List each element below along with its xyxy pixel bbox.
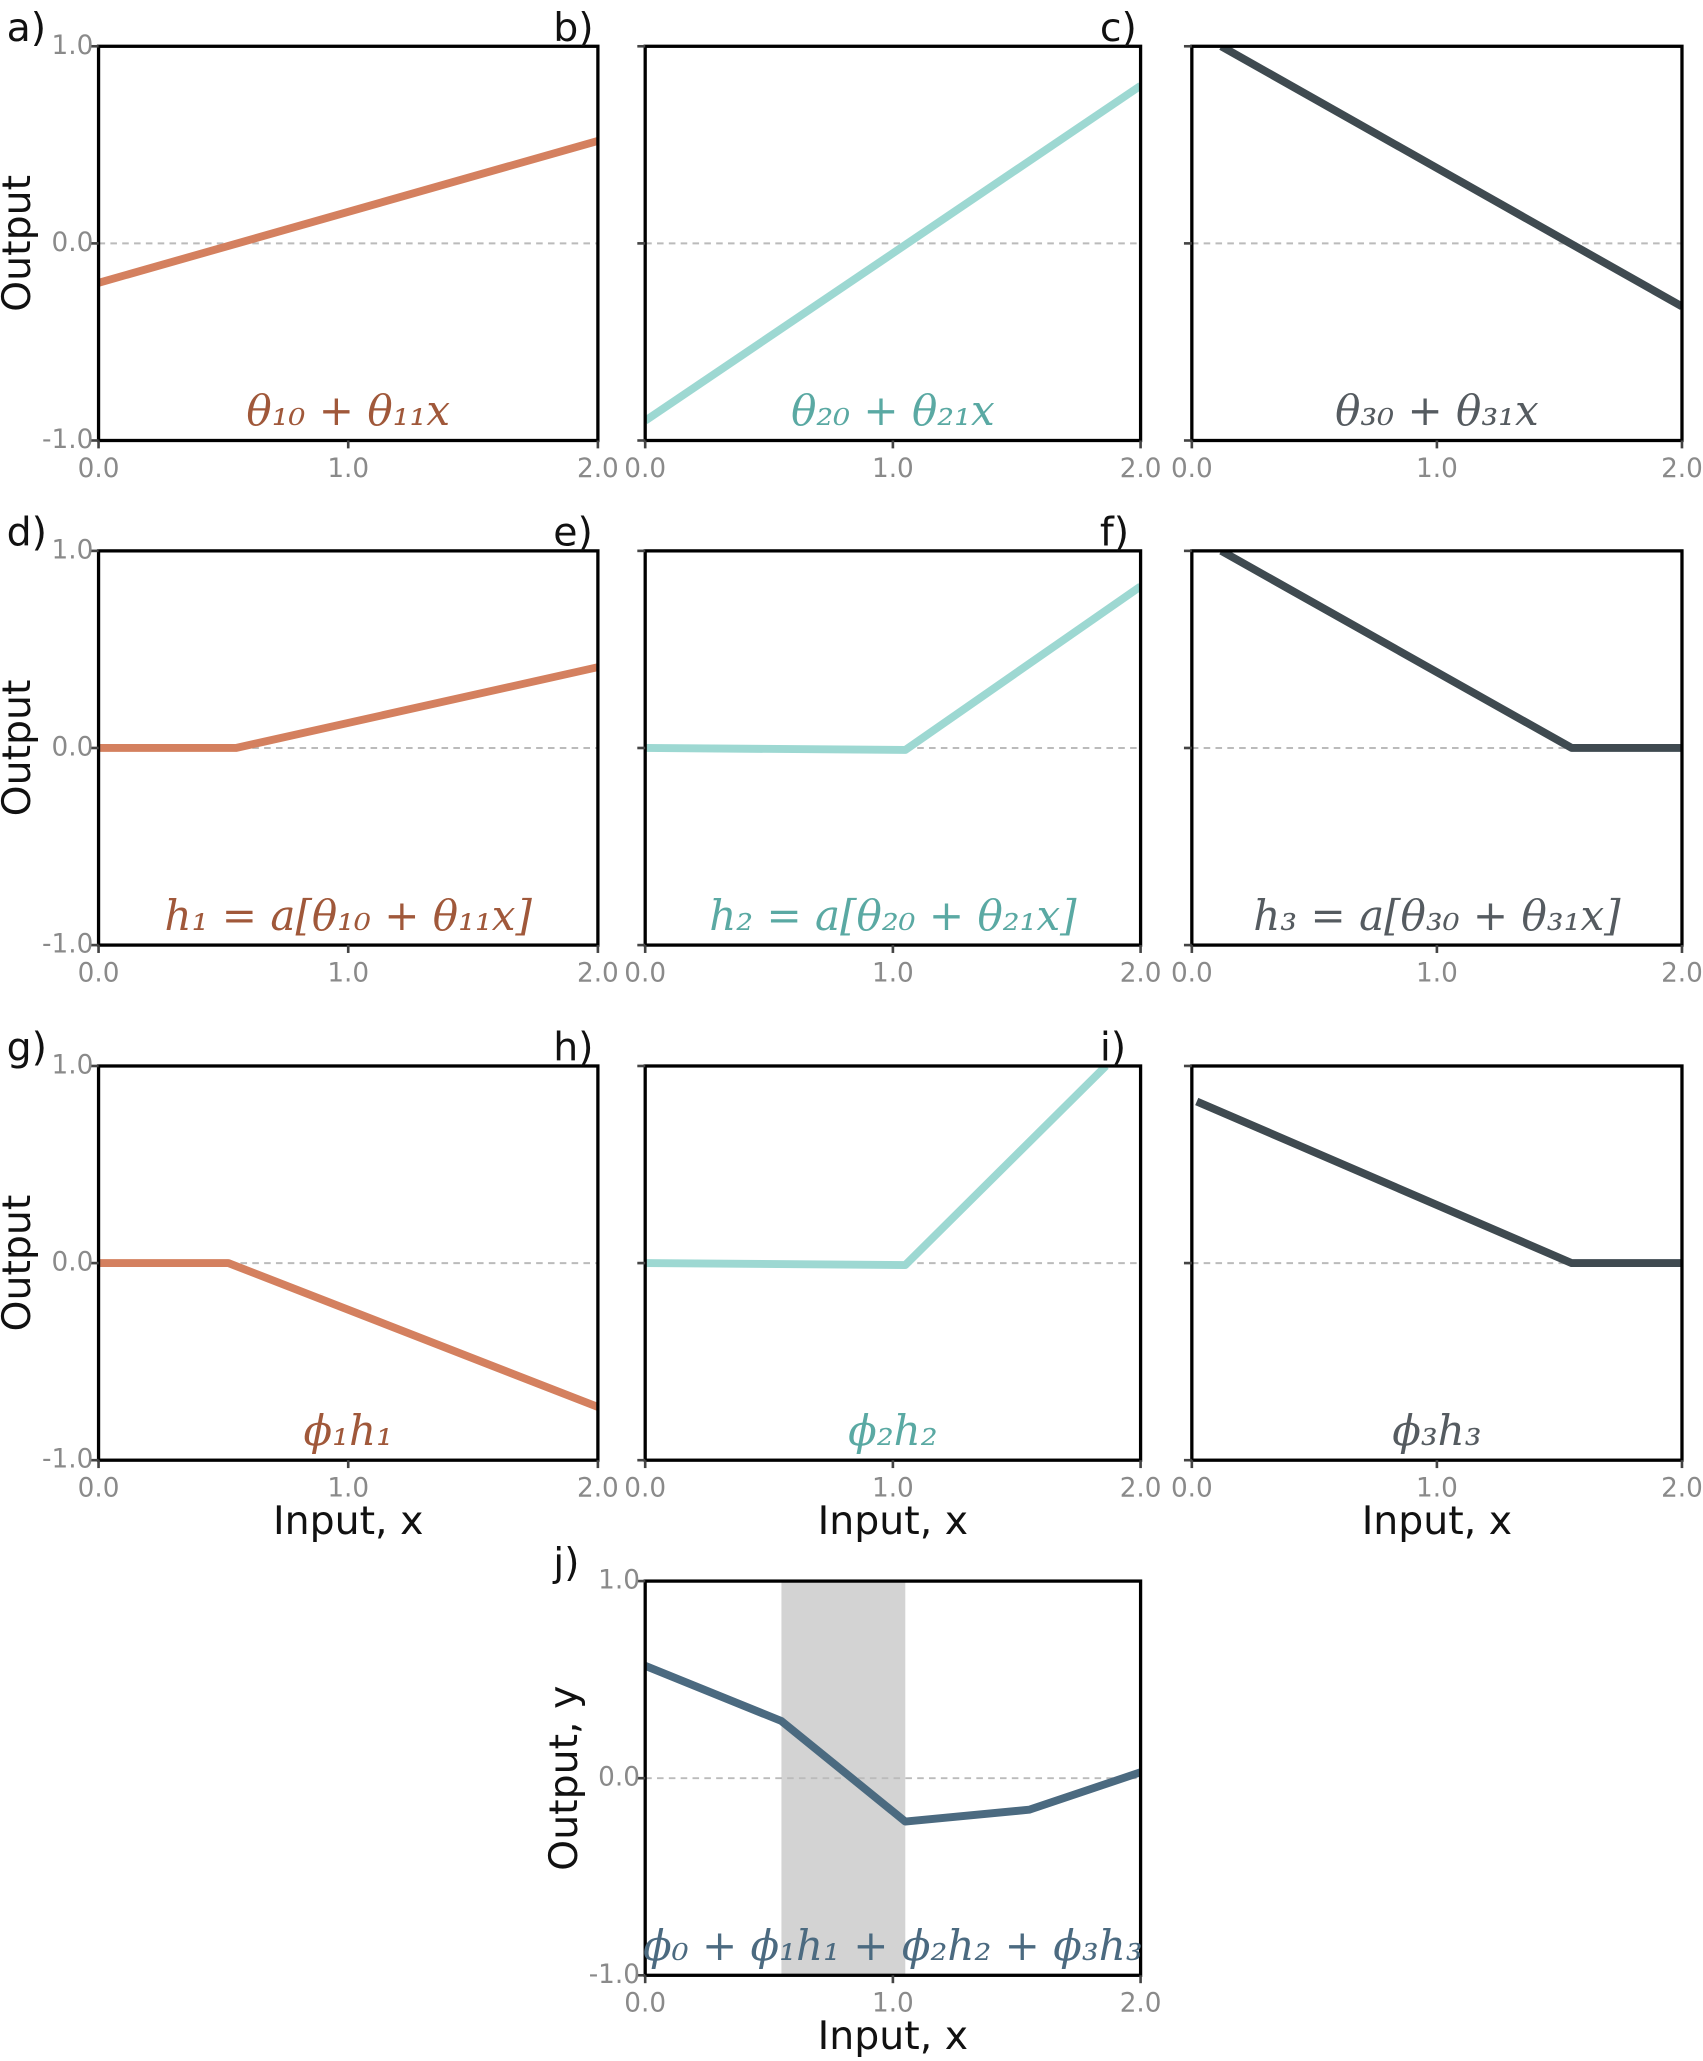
x-tick-label: 1.0 [872,1989,914,2019]
data-line [98,137,598,287]
panel [645,82,1141,425]
y-tick-label: -1.0 [589,1960,640,1990]
annotation: h₂ = a[θ₂₀ + θ₂₁x] [709,891,1077,940]
x-tick-label: 2.0 [1120,958,1162,988]
x-tick-label: 1.0 [872,454,914,484]
x-tick-label: 1.0 [1416,958,1458,988]
annotation: ϕ₀ + ϕ₁h₁ + ϕ₂h₂ + ϕ₃h₃ [643,1921,1143,1970]
y-axis-label: Output [0,175,40,312]
x-tick-label: 0.0 [1171,454,1213,484]
panel [98,663,598,752]
panel [1191,1097,1682,1268]
y-axis-label: Output, y [541,1686,587,1871]
annotation: θ₂₀ + θ₂₁x [791,386,995,435]
x-tick-label: 0.0 [624,1989,666,2019]
y-tick-label: 1.0 [52,1050,94,1080]
x-tick-label: 1.0 [327,1474,369,1504]
y-tick-label: 1.0 [52,31,94,61]
x-tick-label: 1.0 [1416,454,1458,484]
x-tick-label: 0.0 [624,454,666,484]
y-tick-label: 0.0 [52,732,94,762]
panel-label: c) [1100,5,1137,51]
x-tick-label: 0.0 [1171,958,1213,988]
x-tick-label: 2.0 [1661,454,1703,484]
panel [645,583,1141,754]
x-tick-label: 1.0 [872,958,914,988]
y-tick-label: -1.0 [42,1445,93,1475]
x-axis-label: Input, x [273,1498,423,1544]
panel-label: a) [7,5,47,51]
x-tick-label: 0.0 [624,958,666,988]
x-tick-label: 1.0 [327,454,369,484]
panel-label: f) [1100,510,1129,556]
x-tick-label: 1.0 [872,1474,914,1504]
data-line [1219,550,1682,752]
y-tick-label: 1.0 [52,535,94,565]
annotation: h₁ = a[θ₁₀ + θ₁₁x] [165,891,533,940]
panel-label: b) [553,5,593,51]
x-tick-label: 0.0 [1171,1474,1213,1504]
data-line [98,1259,598,1411]
panel-label: i) [1100,1025,1126,1071]
x-tick-label: 0.0 [624,1474,666,1504]
panel [645,1065,1141,1269]
x-tick-label: 1.0 [327,958,369,988]
panel-label: e) [553,510,593,556]
data-line [1219,46,1682,310]
y-tick-label: -1.0 [42,930,93,960]
panel-label: h) [553,1025,593,1071]
annotation: ϕ₃h₃ [1392,1406,1481,1455]
panel [1191,46,1682,310]
x-axis-label: Input, x [818,1498,968,1544]
x-tick-label: 1.0 [1416,1474,1458,1504]
data-line [645,583,1141,754]
panel [98,137,598,287]
x-tick-label: 2.0 [577,454,619,484]
y-tick-label: 0.0 [598,1763,640,1793]
panel-label: d) [7,510,47,556]
x-tick-label: 0.0 [78,454,120,484]
x-tick-label: 2.0 [1661,1474,1703,1504]
panel [645,1581,1141,1976]
x-tick-label: 2.0 [1120,1474,1162,1504]
x-tick-label: 0.0 [78,958,120,988]
x-tick-label: 2.0 [1120,454,1162,484]
panel-label: g) [7,1025,47,1071]
annotation: h₃ = a[θ₃₀ + θ₃₁x] [1253,891,1621,940]
panel-label: j) [552,1540,579,1586]
data-line [1195,1097,1682,1268]
data-line [645,1065,1109,1269]
x-axis-label: Input, x [818,2013,968,2059]
data-line [645,1662,1141,1826]
x-tick-label: 2.0 [577,1474,619,1504]
y-axis-label: Output [0,680,40,817]
y-tick-label: 1.0 [598,1566,640,1596]
annotation: θ₃₀ + θ₃₁x [1335,386,1539,435]
panel [1191,550,1682,752]
annotation: ϕ₁h₁ [304,1406,393,1455]
y-tick-label: -1.0 [42,425,93,455]
x-tick-label: 2.0 [577,958,619,988]
data-line [98,663,598,752]
x-axis-label: Input, x [1362,1498,1512,1544]
panel [98,1259,598,1411]
x-tick-label: 0.0 [78,1474,120,1504]
x-tick-label: 2.0 [1661,958,1703,988]
y-tick-label: 0.0 [52,228,94,258]
annotation: ϕ₂h₂ [848,1406,937,1455]
y-tick-label: 0.0 [52,1248,94,1278]
x-tick-label: 2.0 [1120,1989,1162,2019]
data-line [645,82,1141,425]
annotation: θ₁₀ + θ₁₁x [246,386,450,435]
y-axis-label: Output [0,1195,40,1332]
